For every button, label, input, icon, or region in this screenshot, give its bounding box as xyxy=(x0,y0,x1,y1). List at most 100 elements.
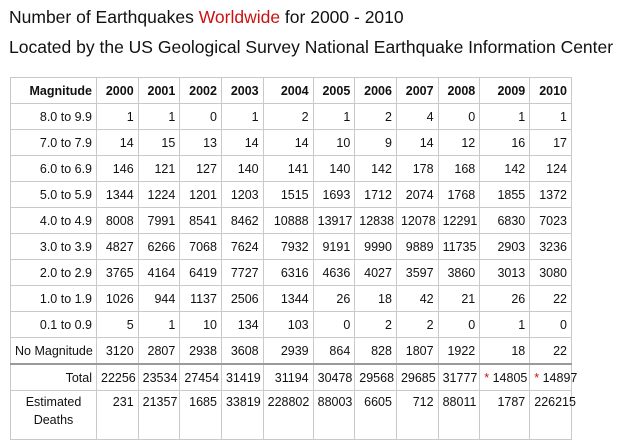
deaths-cell: 231 xyxy=(96,390,139,440)
table-cell: 9990 xyxy=(354,233,397,260)
table-cell: 828 xyxy=(354,337,397,365)
row-label: 5.0 to 5.9 xyxy=(10,181,97,208)
table-cell: 12078 xyxy=(395,207,439,234)
table-cell: 16 xyxy=(479,129,531,156)
table-cell: 14 xyxy=(395,129,439,156)
table-cell: 124 xyxy=(529,155,572,182)
row-label: 7.0 to 7.9 xyxy=(10,129,97,156)
table-cell: 9889 xyxy=(395,233,439,260)
title-suffix: for 2000 - 2010 xyxy=(280,7,404,27)
table-cell: 13 xyxy=(179,129,222,156)
table-cell: 26 xyxy=(312,285,356,312)
total-value: 14897 xyxy=(542,370,578,385)
table-cell: 168 xyxy=(437,155,481,182)
deaths-cell: 228802 xyxy=(262,390,314,440)
row-label: 2.0 to 2.9 xyxy=(10,259,97,286)
header-magnitude: Magnitude xyxy=(10,77,97,104)
total-cell: 31419 xyxy=(220,363,264,391)
table-cell: 1 xyxy=(479,311,531,338)
title-prefix: Number of Earthquakes xyxy=(9,7,199,27)
row-label: 4.0 to 4.9 xyxy=(10,207,97,234)
row-label: 0.1 to 0.9 xyxy=(10,311,97,338)
table-cell: 7932 xyxy=(262,233,314,260)
table-cell: 134 xyxy=(220,311,264,338)
table-cell: 0 xyxy=(312,311,356,338)
table-cell: 1 xyxy=(96,103,139,130)
header-year: 2007 xyxy=(395,77,439,104)
total-cell: 22256 xyxy=(96,363,139,391)
table-cell: 22 xyxy=(529,337,572,365)
table-cell: 6316 xyxy=(262,259,314,286)
table-cell: 7991 xyxy=(137,207,181,234)
table-cell: 1137 xyxy=(179,285,222,312)
table-cell: 127 xyxy=(179,155,222,182)
table-cell: 1515 xyxy=(262,181,314,208)
table-cell: 5 xyxy=(96,311,139,338)
table-cell: 2 xyxy=(262,103,314,130)
deaths-label-line1: Estimated xyxy=(25,395,82,409)
table-cell: 3120 xyxy=(96,337,139,365)
table-row: 7.0 to 7.9 14 15 13 14 14 10 9 14 12 16 17 xyxy=(10,129,572,156)
table-cell: 11735 xyxy=(437,233,481,260)
row-label: 6.0 to 6.9 xyxy=(10,155,97,182)
table-cell: 1 xyxy=(529,103,572,130)
table-cell: 1344 xyxy=(96,181,139,208)
header-year: 2008 xyxy=(437,77,481,104)
table-cell: 2807 xyxy=(137,337,181,365)
table-cell: 22 xyxy=(529,285,572,312)
deaths-row: Estimated Deaths 231 21357 1685 33819 228802 88… xyxy=(10,390,576,440)
row-label: 3.0 to 3.9 xyxy=(10,233,97,260)
table-cell: 2938 xyxy=(179,337,222,365)
table-cell: 4164 xyxy=(137,259,181,286)
table-cell: 10888 xyxy=(262,207,314,234)
page-title: Number of Earthquakes Worldwide for 2000… xyxy=(9,7,404,28)
table-cell: 21 xyxy=(437,285,481,312)
table-cell: 1203 xyxy=(220,181,264,208)
total-cell: 29568 xyxy=(354,363,397,391)
page-subtitle: Located by the US Geological Survey Nati… xyxy=(9,37,614,57)
table-cell: 1768 xyxy=(437,181,481,208)
table-row: 4.0 to 4.9 8008 7991 8541 8462 10888 13917 1283… xyxy=(10,207,572,234)
table-cell: 1693 xyxy=(312,181,356,208)
table-cell: 2 xyxy=(395,311,439,338)
table-cell: 8541 xyxy=(179,207,222,234)
deaths-cell: 1685 xyxy=(179,390,222,440)
header-year: 2005 xyxy=(312,77,356,104)
table-cell: 142 xyxy=(479,155,531,182)
total-cell: 31777 xyxy=(437,363,481,391)
table-cell: 1224 xyxy=(137,181,181,208)
table-row: No Magnitude 3120 2807 2938 3608 2939 864 828 18… xyxy=(10,337,572,365)
footnote-star: * xyxy=(484,370,490,385)
table-cell: 178 xyxy=(395,155,439,182)
deaths-label-line2: Deaths xyxy=(33,413,74,427)
table-row: 1.0 to 1.9 1026 944 1137 2506 1344 26 18 42 21 26 2… xyxy=(10,285,572,312)
table-cell: 7023 xyxy=(529,207,572,234)
table-cell: 7624 xyxy=(220,233,264,260)
header-year: 2002 xyxy=(179,77,222,104)
table-cell: 3608 xyxy=(220,337,264,365)
deaths-cell: 88003 xyxy=(312,390,356,440)
footnote-star: * xyxy=(534,370,540,385)
table-cell: 7727 xyxy=(220,259,264,286)
table-cell: 3860 xyxy=(437,259,481,286)
table-cell: 1807 xyxy=(395,337,439,365)
table-cell: 13917 xyxy=(312,207,356,234)
total-cell: * 14897 xyxy=(529,363,577,391)
table-cell: 140 xyxy=(312,155,356,182)
table-cell: 0 xyxy=(437,103,481,130)
table-cell: 6266 xyxy=(137,233,181,260)
table-cell: 0 xyxy=(437,311,481,338)
table-cell: 142 xyxy=(354,155,397,182)
deaths-cell: 21357 xyxy=(137,390,181,440)
total-cell: 31194 xyxy=(262,363,314,391)
table-cell: 8462 xyxy=(220,207,264,234)
table-cell: 140 xyxy=(220,155,264,182)
table-cell: 1712 xyxy=(354,181,397,208)
table-cell: 12838 xyxy=(354,207,397,234)
table-row: 5.0 to 5.9 1344 1224 1201 1203 1515 1693 1712 20… xyxy=(10,181,572,208)
table-cell: 3013 xyxy=(479,259,531,286)
table-cell: 7068 xyxy=(179,233,222,260)
table-cell: 12 xyxy=(437,129,481,156)
header-year: 2010 xyxy=(529,77,572,104)
table-cell: 14 xyxy=(220,129,264,156)
